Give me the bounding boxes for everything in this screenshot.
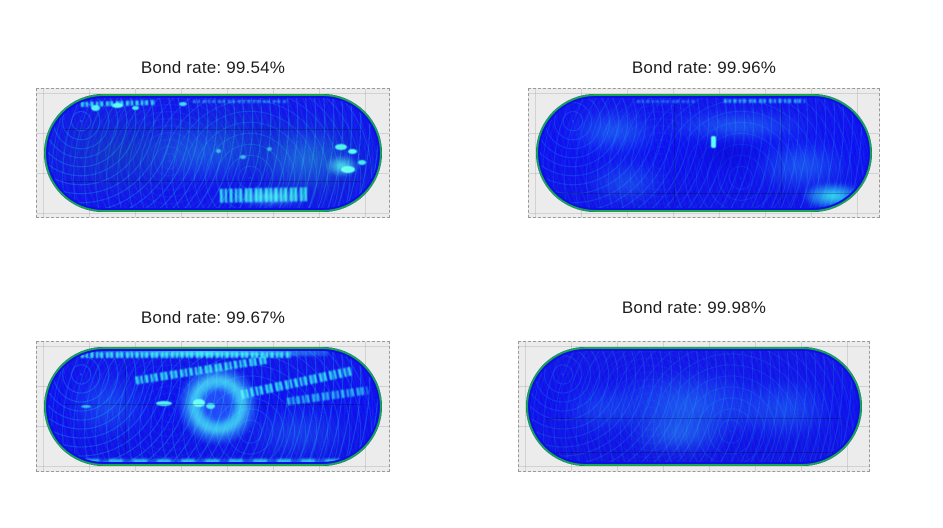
scan-speckle-layer-a bbox=[526, 347, 862, 466]
panel-title-top-left: Bond rate: 99.54% bbox=[140, 58, 286, 77]
scan-defect-speck bbox=[155, 400, 172, 406]
scan-defect-speck bbox=[111, 103, 123, 109]
specimen-capsule-top-left bbox=[44, 94, 382, 212]
scan-mottle-lower-right bbox=[240, 406, 355, 459]
scan-defect-speck bbox=[206, 402, 216, 409]
scan-defect-speck bbox=[348, 149, 358, 155]
scan-defect-speck bbox=[179, 102, 188, 107]
scan-ring-artifact bbox=[179, 366, 258, 445]
scan-defect-streak-top-2 bbox=[192, 99, 288, 103]
scan-mottle-center bbox=[131, 119, 268, 187]
scan-defect-streak-top-2 bbox=[636, 99, 698, 103]
scan-mottle-centre-dark bbox=[683, 134, 772, 175]
scan-defect-speck bbox=[91, 104, 101, 111]
scan-mottle-right bbox=[734, 377, 836, 440]
scan-seam-line bbox=[546, 418, 842, 420]
scan-defect-cluster-bottom-glow bbox=[229, 187, 310, 208]
scan-seam-line-vertical bbox=[781, 103, 783, 203]
scan-seam-line bbox=[546, 451, 842, 453]
scan-defect-speck bbox=[710, 136, 716, 149]
scan-defect-speck bbox=[216, 149, 222, 154]
scan-image-top-left bbox=[36, 88, 390, 218]
scan-mottle-upper-left bbox=[562, 108, 664, 156]
specimen-capsule-bottom-right bbox=[526, 347, 862, 466]
scan-mottle-lower-left bbox=[583, 158, 671, 207]
scan-defect-speck bbox=[267, 147, 273, 152]
scan-seam-line-vertical bbox=[673, 103, 675, 203]
scan-speckle-layer-a bbox=[44, 94, 382, 212]
scan-mottle-centre bbox=[599, 368, 775, 445]
panel-top-right: Bond rate: 99.96% bbox=[0, 0, 943, 240]
scan-speckle-layer-b bbox=[44, 94, 382, 212]
panel-title-top-right: Bond rate: 99.96% bbox=[631, 58, 777, 77]
scan-defect-streak-top bbox=[724, 98, 805, 103]
scan-defect-speck bbox=[131, 105, 139, 110]
specimen-capsule-bottom-left bbox=[44, 347, 382, 466]
scan-defect-speck bbox=[341, 165, 356, 173]
scan-defect-speck bbox=[334, 143, 347, 150]
scan-defect-speck bbox=[81, 405, 92, 409]
scan-seam-line bbox=[64, 181, 362, 183]
scan-edge-band-top bbox=[77, 349, 328, 357]
scan-mottle-left bbox=[559, 382, 641, 436]
specimen-capsule-top-right bbox=[536, 94, 872, 212]
panel-title-bottom-left: Bond rate: 99.67% bbox=[140, 308, 286, 327]
scan-base-layer bbox=[526, 347, 862, 466]
scan-mottle-lower-centre bbox=[626, 416, 728, 457]
scan-defect-patch-bottom-right bbox=[804, 183, 861, 208]
scan-defect-speck bbox=[192, 399, 205, 408]
scan-image-bottom-right bbox=[518, 341, 870, 472]
scan-speckle-layer-b bbox=[526, 347, 862, 466]
panel-top-left: Bond rate: 99.54% bbox=[0, 0, 426, 240]
scan-seam-line-vertical bbox=[125, 358, 127, 455]
scan-seam-line bbox=[556, 193, 852, 195]
scan-seam-line bbox=[64, 129, 362, 131]
scan-seam-line bbox=[64, 404, 362, 406]
scan-defect-speck bbox=[358, 160, 367, 166]
panel-title-bottom-right: Bond rate: 99.98% bbox=[621, 298, 767, 317]
scan-defect-speck bbox=[240, 155, 247, 160]
scan-base-layer bbox=[44, 94, 382, 212]
scan-image-top-right bbox=[528, 88, 880, 218]
scan-edge-band-bottom bbox=[84, 458, 342, 465]
panel-bottom-right: Bond rate: 99.98% bbox=[0, 240, 943, 528]
